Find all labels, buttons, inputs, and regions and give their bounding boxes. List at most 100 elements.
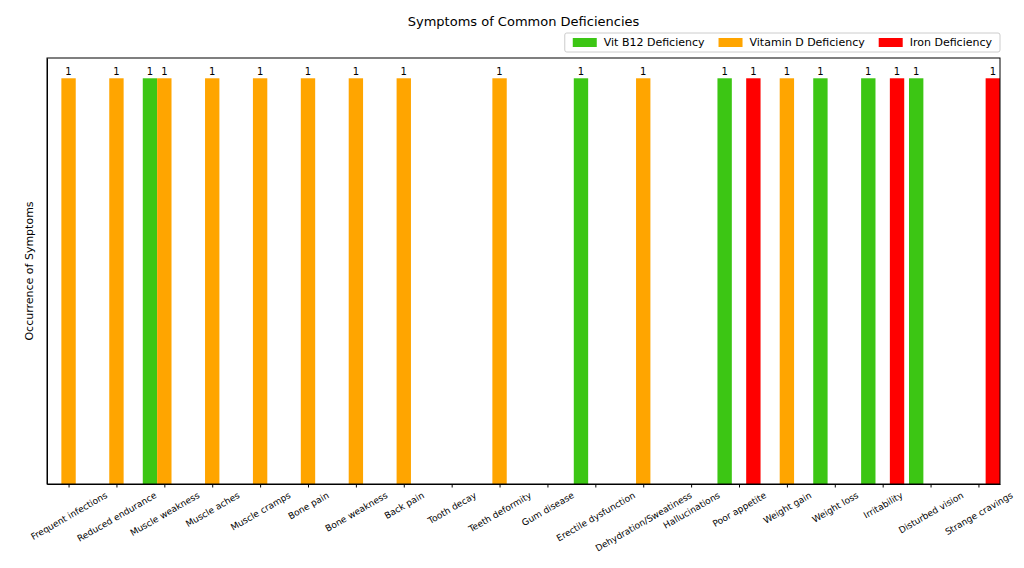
x-tick-mark — [547, 484, 548, 488]
x-tick-mark — [500, 484, 501, 488]
x-tick-mark — [787, 484, 788, 488]
bar — [109, 78, 123, 484]
x-tick: Muscle weakness — [128, 484, 201, 538]
x-tick-mark — [356, 484, 357, 488]
data-label: 1 — [865, 66, 871, 77]
x-tick: Bone pain — [286, 484, 330, 521]
x-tick-mark — [260, 484, 261, 488]
legend-label: Vitamin D Deficiency — [750, 36, 866, 49]
bar — [717, 78, 731, 484]
x-tick-mark — [883, 484, 884, 488]
data-label: 1 — [990, 66, 996, 77]
x-tick-label: Tooth decay — [425, 490, 478, 527]
bar — [909, 78, 923, 484]
legend-swatch — [719, 38, 743, 47]
x-tick-label: Irritability — [862, 490, 905, 521]
legend-entry: Vitamin D Deficiency — [719, 36, 866, 49]
x-tick: Reduced endurance — [75, 484, 158, 544]
data-label: 1 — [750, 66, 756, 77]
legend-box — [565, 33, 1000, 52]
x-tick-mark — [212, 484, 213, 488]
x-tick-mark — [452, 484, 453, 488]
x-tick-mark — [308, 484, 309, 488]
y-axis-line — [47, 59, 48, 485]
x-tick-mark — [643, 484, 644, 488]
legend-swatch — [573, 38, 597, 47]
bar — [746, 78, 760, 484]
data-label: 1 — [161, 66, 167, 77]
bar — [205, 78, 219, 484]
chart-container: Symptoms of Common Deficiencies Occurrenc… — [0, 0, 1024, 568]
x-tick-mark — [595, 484, 596, 488]
chart-title: Symptoms of Common Deficiencies — [408, 14, 640, 29]
data-label: 1 — [496, 66, 502, 77]
legend-swatch — [879, 38, 903, 47]
x-tick-label: Weight loss — [810, 490, 860, 525]
x-tick-label: Muscle weakness — [128, 490, 201, 538]
plot-frame — [47, 58, 1000, 484]
legend-label: Iron Deficiency — [910, 36, 993, 49]
x-tick-label: Bone weakness — [324, 490, 390, 534]
bar — [780, 78, 794, 484]
data-labels: 11111111111111111111 — [65, 66, 996, 77]
data-label: 1 — [721, 66, 727, 77]
x-tick-mark — [69, 484, 70, 488]
y-axis-title: Occurrence of Symptoms — [23, 201, 36, 340]
data-label: 1 — [257, 66, 263, 77]
bar — [574, 78, 588, 484]
bar — [890, 78, 904, 484]
data-label: 1 — [401, 66, 407, 77]
x-tick-label: Weight gain — [762, 490, 813, 525]
x-tick-label: Back pain — [383, 490, 426, 521]
data-label: 1 — [578, 66, 584, 77]
bar — [157, 78, 171, 484]
bars — [61, 78, 1000, 484]
data-label: 1 — [913, 66, 919, 77]
bar-series — [143, 78, 924, 484]
x-tick: Irritability — [862, 484, 905, 521]
x-tick-label: Muscle cramps — [229, 490, 293, 532]
x-tick: Poor appetite — [711, 484, 769, 529]
x-tick: Tooth decay — [425, 484, 478, 526]
data-label: 1 — [353, 66, 359, 77]
x-tick: Weight loss — [810, 484, 860, 525]
x-tick-mark — [116, 484, 117, 488]
x-tick: Back pain — [383, 484, 426, 521]
bar — [813, 78, 827, 484]
x-tick: Muscle cramps — [229, 484, 293, 533]
x-axis-line — [48, 484, 1001, 485]
data-label: 1 — [147, 66, 153, 77]
x-tick: Strange cravings — [943, 484, 1014, 537]
x-tick-mark — [978, 484, 979, 488]
data-label: 1 — [817, 66, 823, 77]
data-label: 1 — [305, 66, 311, 77]
bar — [349, 78, 363, 484]
x-tick-label: Reduced endurance — [75, 490, 158, 544]
bar — [301, 78, 315, 484]
bar — [397, 78, 411, 484]
bar — [861, 78, 875, 484]
legend-entry: Iron Deficiency — [879, 36, 993, 49]
data-label: 1 — [894, 66, 900, 77]
x-tick-label: Gum disease — [520, 490, 576, 528]
data-label: 1 — [209, 66, 215, 77]
x-tick-label: Teeth deformity — [466, 490, 534, 535]
legend: Vit B12 Deficiency Vitamin D Deficiency Ir… — [565, 33, 1000, 52]
x-axis: Frequent infectionsReduced enduranceMusc… — [29, 484, 1015, 554]
x-tick: Gum disease — [520, 484, 576, 528]
legend-entry: Vit B12 Deficiency — [573, 36, 705, 49]
x-tick-mark — [739, 484, 740, 488]
data-label: 1 — [113, 66, 119, 77]
x-tick-mark — [691, 484, 692, 488]
bar-series — [61, 78, 794, 484]
data-label: 1 — [784, 66, 790, 77]
bar — [492, 78, 506, 484]
legend-label: Vit B12 Deficiency — [604, 36, 705, 49]
x-tick-label: Frequent infections — [29, 490, 109, 542]
y-axis — [47, 59, 48, 485]
bar — [61, 78, 75, 484]
x-tick-mark — [931, 484, 932, 488]
bar — [143, 78, 157, 484]
x-tick-label: Poor appetite — [711, 490, 769, 529]
x-tick-label: Strange cravings — [943, 490, 1014, 537]
